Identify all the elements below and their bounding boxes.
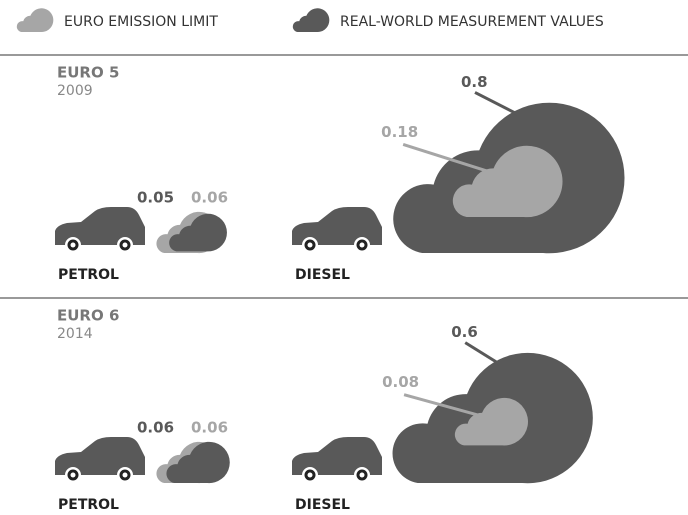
- category-label: PETROL: [58, 267, 119, 283]
- group-subtitle: 2014: [57, 326, 93, 342]
- value-label: 0.06: [137, 418, 174, 436]
- leader-line: [403, 393, 484, 418]
- car-icon: [55, 207, 145, 253]
- value-label: 0.08: [382, 373, 419, 391]
- cloud: [166, 441, 230, 484]
- cloud: [169, 213, 227, 252]
- legend-swatch: [16, 8, 54, 33]
- value-label: 0.05: [137, 188, 174, 206]
- leader-line: [464, 341, 502, 366]
- leader-line: [402, 143, 497, 176]
- value-label: 0.06: [191, 418, 228, 436]
- group-subtitle: 2009: [57, 83, 93, 99]
- group-title: EURO 6: [57, 307, 119, 325]
- category-label: PETROL: [58, 497, 119, 513]
- value-label: 0.18: [381, 123, 418, 141]
- leader-line: [474, 91, 519, 116]
- value-label: 0.06: [191, 188, 228, 206]
- category-label: DIESEL: [295, 497, 350, 513]
- car-icon: [55, 437, 145, 483]
- value-label: 0.6: [451, 323, 478, 341]
- car-icon: [292, 437, 382, 483]
- legend-swatch: [292, 8, 330, 33]
- group-title: EURO 5: [57, 64, 119, 82]
- legend-label: EURO EMISSION LIMIT: [64, 14, 218, 30]
- cloud: [452, 145, 563, 218]
- cloud: [454, 397, 528, 446]
- car-icon: [292, 207, 382, 253]
- category-label: DIESEL: [295, 267, 350, 283]
- value-label: 0.8: [461, 73, 488, 91]
- legend-label: REAL-WORLD MEASUREMENT VALUES: [340, 14, 604, 30]
